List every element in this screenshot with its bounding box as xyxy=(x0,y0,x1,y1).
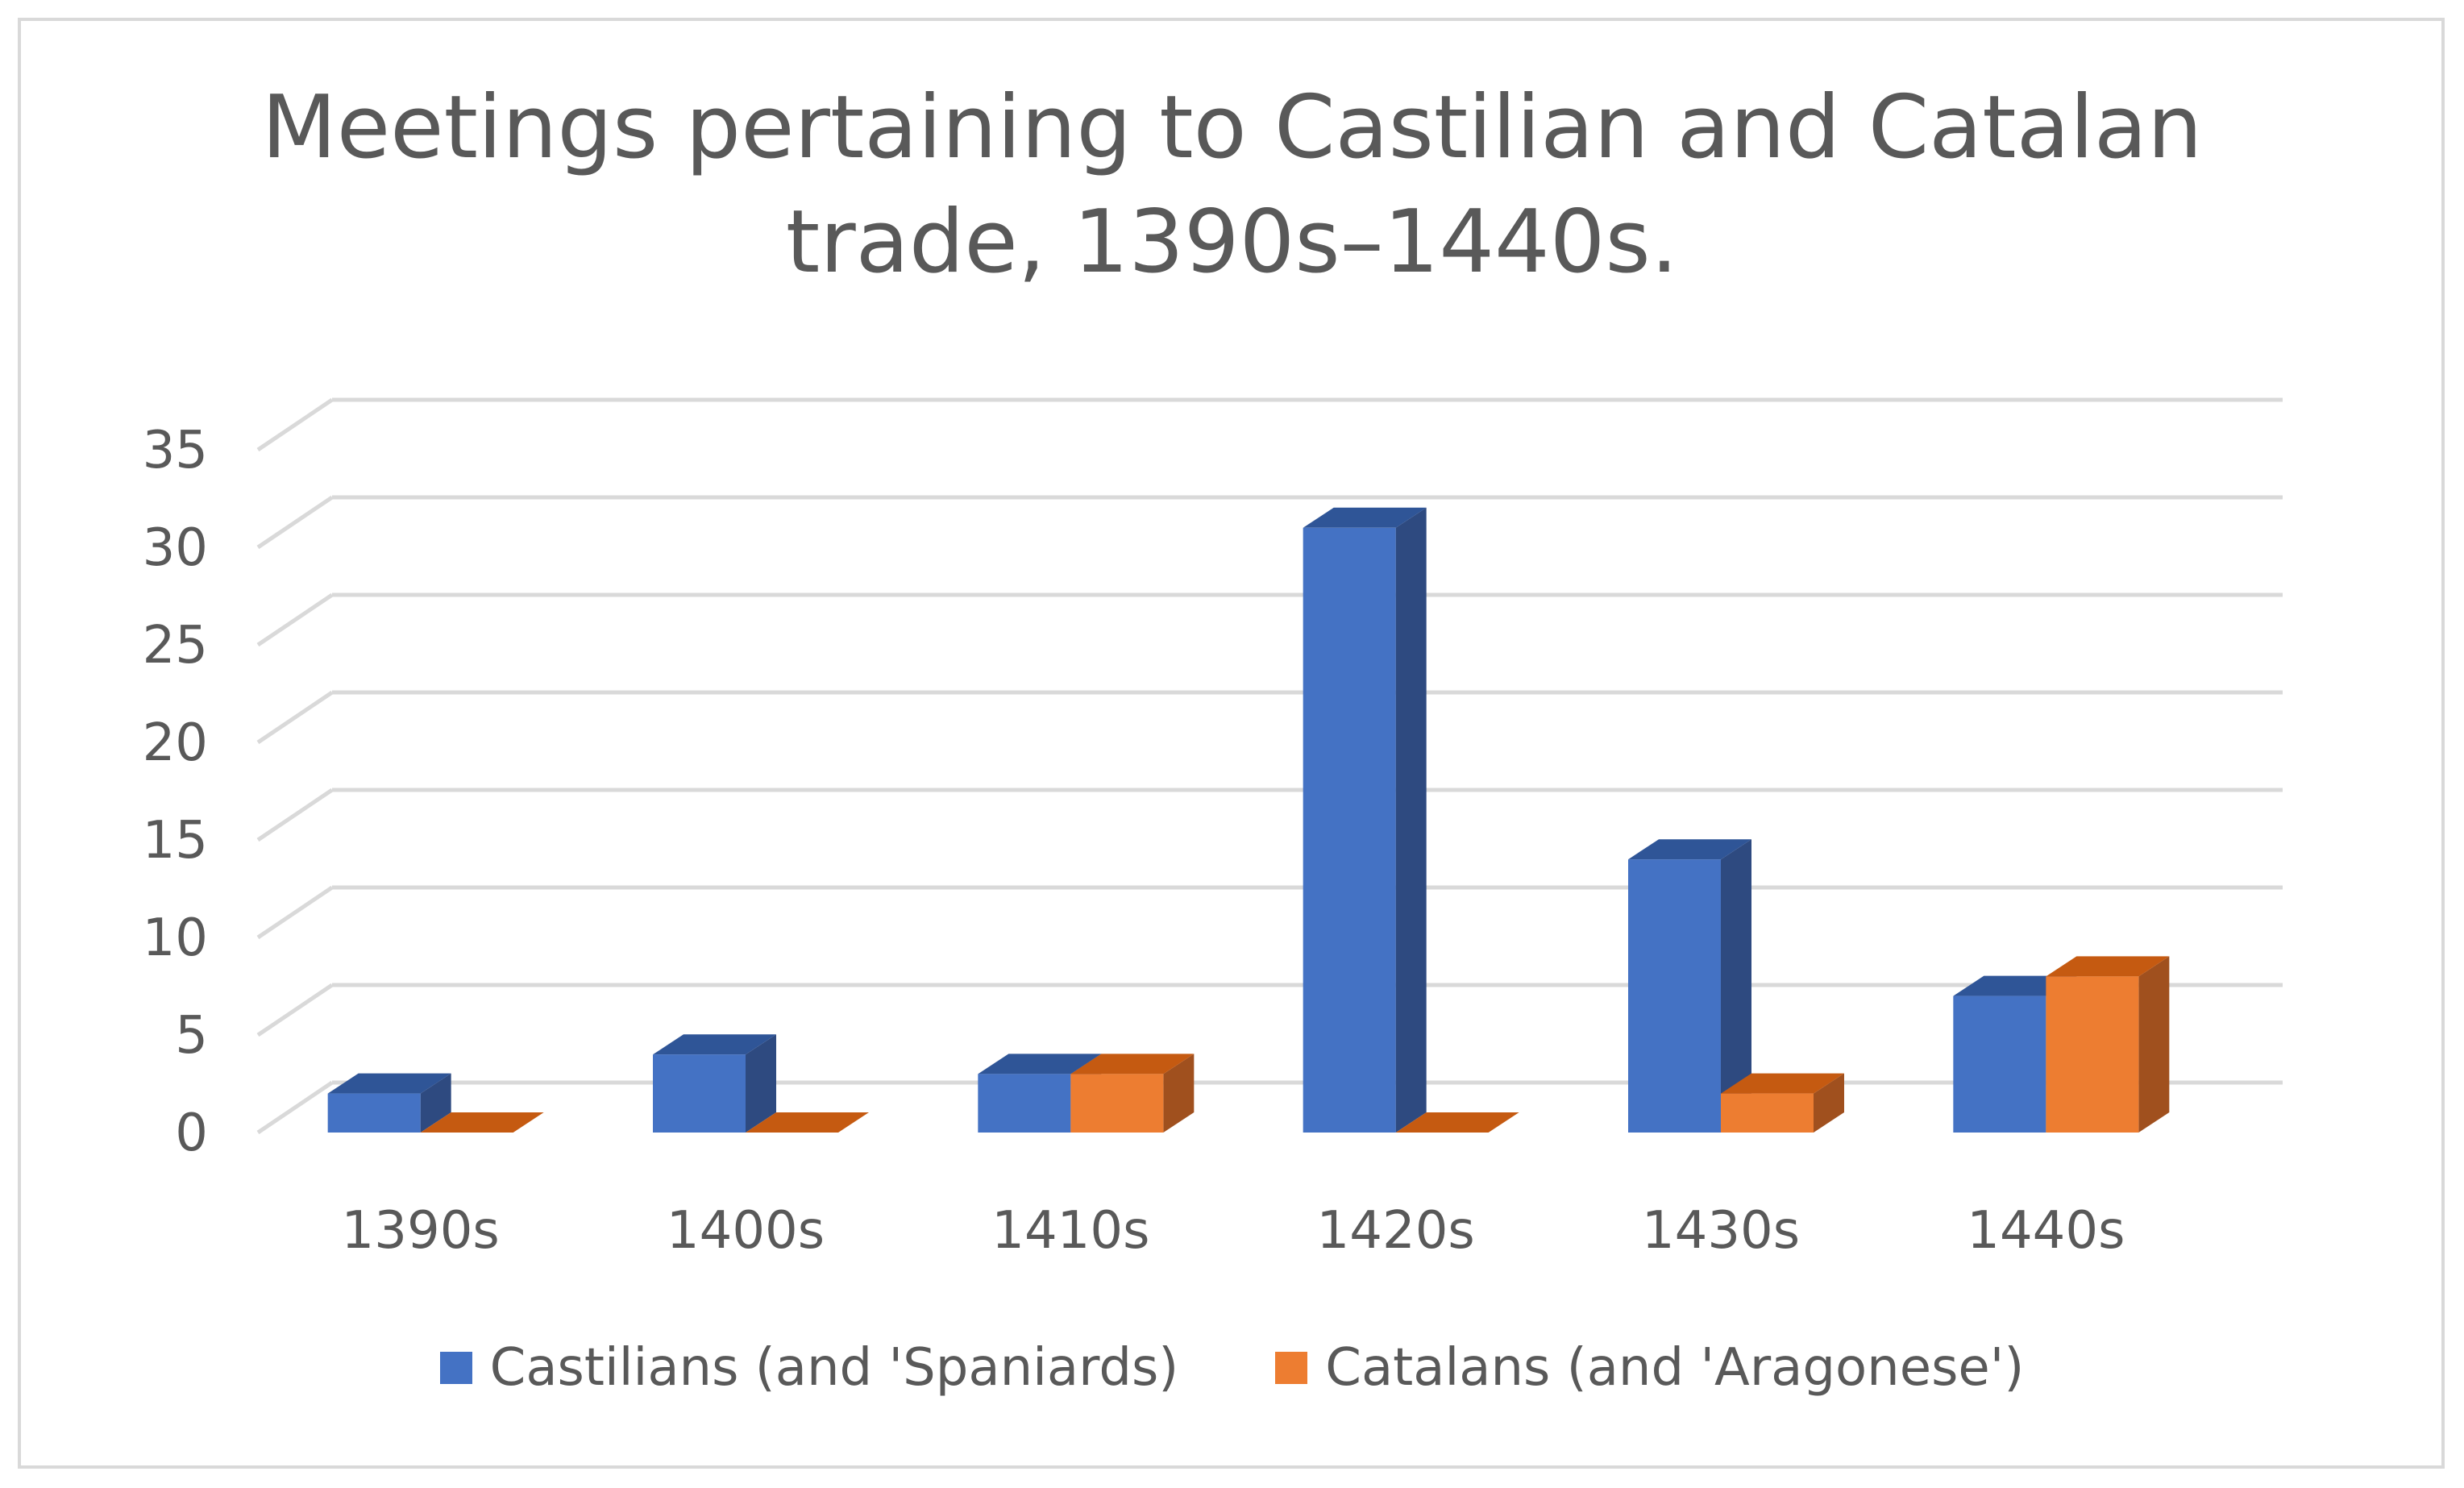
x-tick-label-1430s: 1430s xyxy=(1642,1201,1800,1261)
gridline-diagonal-0 xyxy=(256,1080,334,1135)
bar-castilians-1410s-top xyxy=(978,1054,1102,1074)
legend-label-castilians: Castilians (and 'Spaniards) xyxy=(489,1338,1179,1398)
bar-castilians-1430s-top xyxy=(1628,839,1751,860)
chart-title-line-2: trade, 1390s–1440s. xyxy=(785,192,1679,293)
gridline-diagonal-20 xyxy=(256,690,334,745)
gridline-diagonal-10 xyxy=(256,885,334,940)
bar-catalans-1400s-top xyxy=(746,1112,869,1133)
legend-item-castilians: Castilians (and 'Spaniards) xyxy=(439,1338,1179,1398)
bar-castilians-1420s-top xyxy=(1303,507,1427,528)
bar-castilians-1390s xyxy=(327,1093,421,1133)
legend: Castilians (and 'Spaniards) Catalans (an… xyxy=(0,1338,2464,1398)
y-tick-label-10: 10 xyxy=(143,908,208,968)
x-tick-label-1410s: 1410s xyxy=(991,1201,1149,1261)
bar-catalans-1430s-side xyxy=(1814,1073,1844,1133)
bar-catalans-1410s-side xyxy=(1163,1054,1195,1133)
y-tick-label-25: 25 xyxy=(143,616,208,675)
bar-castilians-1400s-side xyxy=(746,1034,776,1133)
bar-catalans-1430s-top xyxy=(1721,1073,1844,1094)
gridline-diagonal-30 xyxy=(256,495,334,550)
chart-title: Meetings pertaining to Castilian and Cat… xyxy=(0,71,2464,300)
bar-castilians-1430s-side xyxy=(1721,839,1751,1133)
bar-catalans-1440s-side xyxy=(2138,956,2170,1133)
bar-catalans-1420s-top xyxy=(1395,1112,1519,1133)
bar-catalans-1410s-top xyxy=(1070,1054,1195,1074)
bar-castilians-1440s xyxy=(1953,995,2046,1133)
bar-castilians-1400s-top xyxy=(653,1034,776,1055)
x-tick-label-1390s: 1390s xyxy=(342,1201,500,1261)
legend-swatch-catalans xyxy=(1275,1352,1308,1384)
y-tick-label-0: 0 xyxy=(175,1104,208,1163)
bar-catalans-1440s xyxy=(2046,976,2139,1133)
y-tick-label-20: 20 xyxy=(143,713,208,773)
legend-swatch-castilians xyxy=(439,1352,472,1384)
bar-catalans-1440s-top xyxy=(2046,956,2170,977)
bar-castilians-1400s xyxy=(653,1054,746,1133)
chart-frame xyxy=(18,18,2445,1469)
x-tick-label-1440s: 1440s xyxy=(1967,1201,2125,1261)
x-tick-label-1400s: 1400s xyxy=(667,1201,825,1261)
gridline-diagonal-15 xyxy=(256,788,334,842)
bar-castilians-1420s xyxy=(1303,527,1396,1133)
y-tick-label-5: 5 xyxy=(175,1006,208,1066)
legend-label-catalans: Catalans (and 'Aragonese') xyxy=(1325,1338,2025,1398)
y-tick-label-35: 35 xyxy=(143,421,208,480)
x-tick-label-1420s: 1420s xyxy=(1317,1201,1475,1261)
gridline-diagonal-25 xyxy=(256,592,334,647)
legend-item-catalans: Catalans (and 'Aragonese') xyxy=(1275,1338,2024,1398)
bar-castilians-1430s xyxy=(1628,859,1721,1133)
bar-castilians-1420s-side xyxy=(1395,507,1427,1133)
gridline-diagonal-5 xyxy=(256,983,334,1037)
chart-title-line-1: Meetings pertaining to Castilian and Cat… xyxy=(261,77,2203,178)
gridline-diagonal-35 xyxy=(256,397,334,452)
bar-catalans-1410s xyxy=(1070,1074,1164,1133)
bar-castilians-1390s-top xyxy=(327,1073,451,1094)
bar-castilians-1390s-side xyxy=(420,1073,451,1133)
y-tick-label-15: 15 xyxy=(143,811,208,871)
bar-castilians-1440s-top xyxy=(1953,975,2077,996)
bar-catalans-1430s xyxy=(1721,1093,1814,1133)
bar-catalans-1390s-top xyxy=(420,1112,544,1133)
y-tick-label-30: 30 xyxy=(143,518,208,578)
bar-castilians-1410s xyxy=(978,1074,1071,1133)
